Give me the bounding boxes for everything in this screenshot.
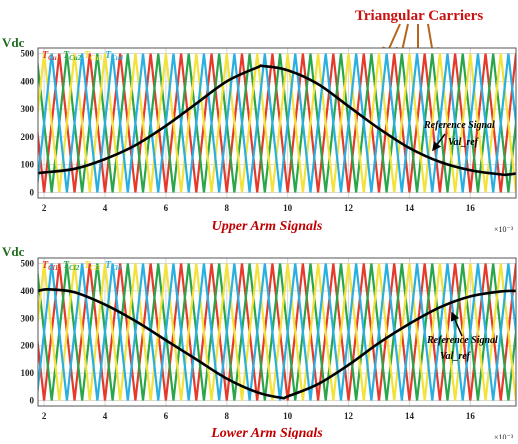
plot-frame: [37, 47, 517, 199]
legend-entry: TCu1: [42, 50, 60, 62]
x-tick-label: 2: [42, 203, 47, 213]
y-tick-label: 200: [21, 132, 35, 142]
legend-entry: TCl3: [84, 260, 101, 272]
x-tick-label: 8: [225, 203, 230, 213]
y-tick-label: 500: [21, 49, 35, 59]
lower-vdc-label: Vdc: [2, 244, 25, 259]
carrier-line-4: [38, 263, 516, 401]
upper-reference-label: Reference Signal: [423, 120, 495, 131]
carriers-title: Triangular Carriers: [355, 8, 483, 24]
legend-entry: TCl1: [42, 260, 58, 272]
x-tick-label: 4: [103, 411, 108, 421]
x-tick-label: 16: [466, 203, 476, 213]
x-axis-multiplier: ×10⁻³: [494, 433, 514, 439]
x-axis-multiplier: ×10⁻³: [494, 225, 514, 234]
y-tick-label: 400: [21, 286, 35, 296]
carrier-line-3: [38, 263, 516, 401]
y-tick-label: 100: [21, 160, 35, 170]
x-tick-label: 14: [405, 203, 415, 213]
reference-signal-line: [38, 287, 516, 400]
upper-reference-name: Val_ref: [448, 137, 480, 148]
x-tick-label: 6: [164, 411, 169, 421]
lower-arm-plot: 2 4 6 8 10 12 14 16 0 100 200 300 400 500 Lower Arm Si…: [21, 257, 517, 442]
lower-reference-name: Val_ref: [440, 351, 472, 362]
y-tick-label: 500: [21, 258, 35, 268]
x-tick-label: 12: [344, 411, 354, 421]
plot-area: [38, 263, 516, 401]
legend-entry: TCu3: [84, 50, 103, 62]
x-tick-label: 6: [164, 203, 169, 213]
legend: TCu1 TCu2 TCu3 TCu4: [42, 50, 124, 62]
x-tick-label: 14: [405, 411, 415, 421]
x-axis-label: Upper Arm Signals: [212, 219, 323, 234]
upper-arm-plot: 2 4 6 8 10 12 14 16 0 100 200 300 400 500 Upper Arm Si…: [21, 47, 517, 234]
y-tick-label: 400: [21, 76, 35, 86]
legend-entry: TCu2: [63, 50, 82, 62]
legend-entry: TCl2: [63, 260, 80, 272]
y-tick-label: 200: [21, 341, 35, 351]
y-tick-label: 0: [30, 187, 35, 197]
x-tick-label: 8: [225, 411, 230, 421]
y-tick-label: 100: [21, 368, 35, 378]
lower-reference-label: Reference Signal: [426, 335, 498, 346]
plot-frame: [37, 257, 517, 407]
lower-reference-arrow: [450, 311, 463, 337]
x-tick-label: 4: [103, 203, 108, 213]
upper-vdc-label: Vdc: [2, 35, 25, 50]
plot-area: [38, 53, 516, 193]
legend-entry: TCl4: [105, 260, 122, 272]
y-tick-label: 0: [30, 396, 35, 406]
x-axis-label: Lower Arm Signals: [210, 426, 323, 439]
legend: TCl1 TCl2 TCl3 TCl4: [42, 260, 122, 272]
upper-reference-arrow: [432, 133, 446, 152]
carrier-line-3: [38, 53, 516, 193]
x-tick-label: 16: [466, 411, 476, 421]
legend-entry: TCu4: [105, 50, 124, 62]
x-tick-label: 2: [42, 411, 47, 421]
x-tick-label: 10: [283, 203, 293, 213]
y-tick-label: 300: [21, 104, 35, 114]
x-tick-label: 10: [283, 411, 293, 421]
y-tick-label: 300: [21, 313, 35, 323]
x-tick-label: 12: [344, 203, 354, 213]
carrier-line-4: [38, 53, 516, 193]
reference-signal-line: [38, 64, 516, 177]
